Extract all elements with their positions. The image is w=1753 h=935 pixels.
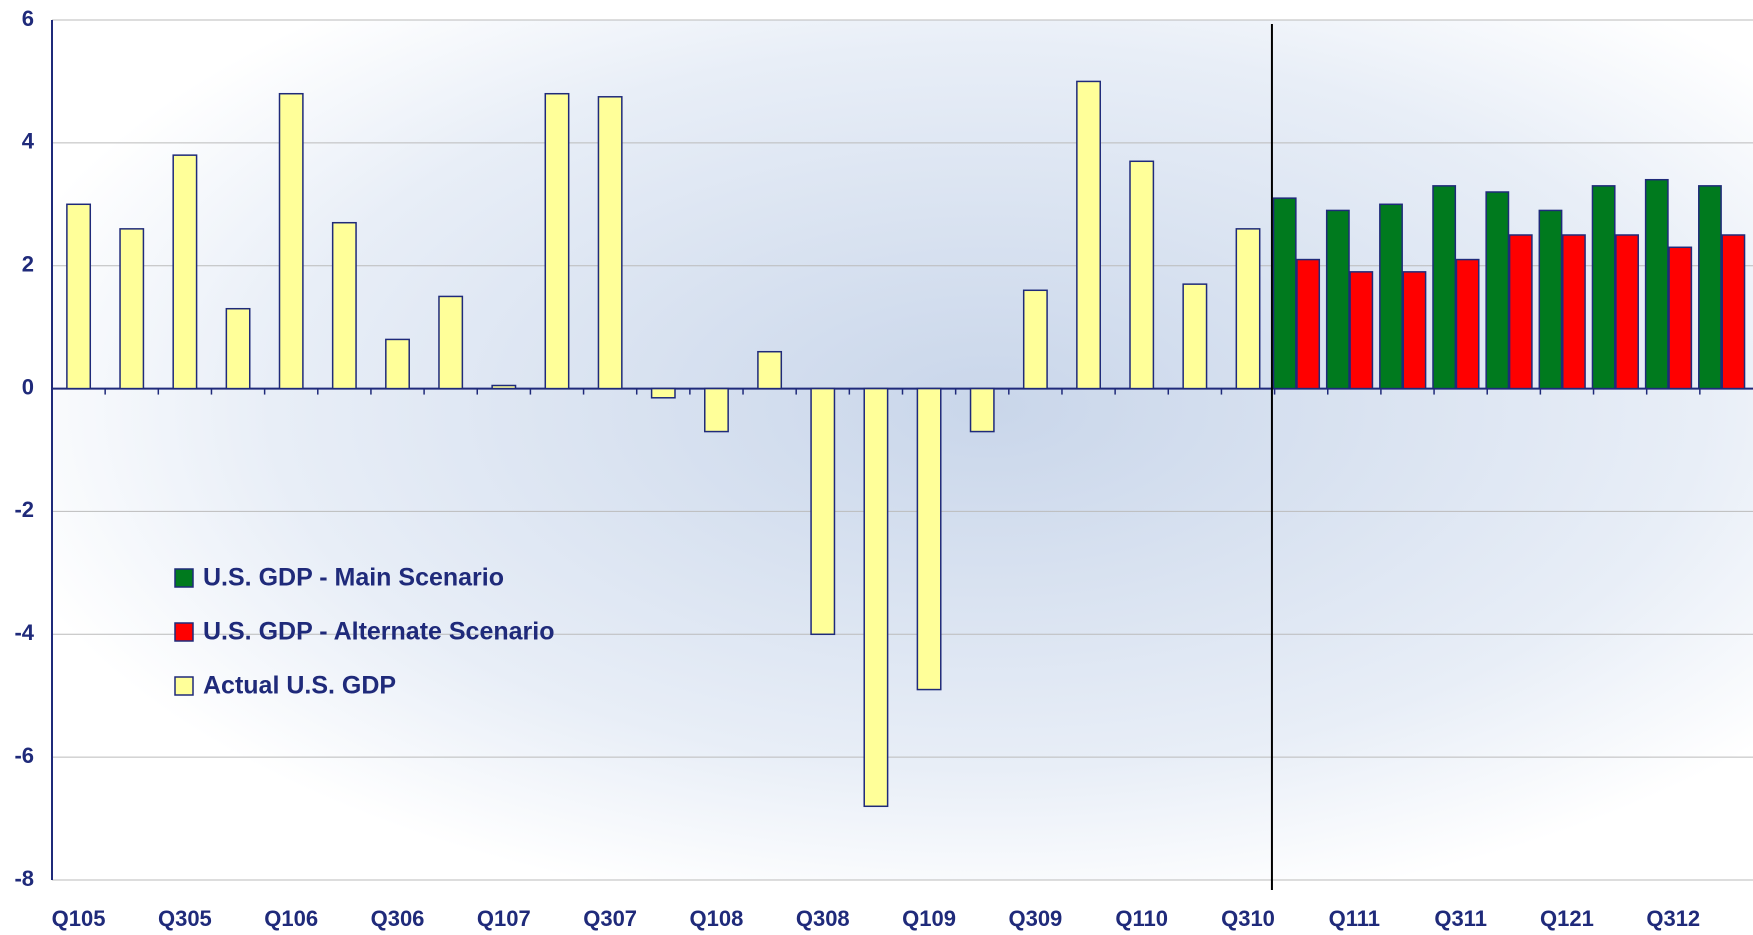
y-tick-label: 2: [22, 252, 34, 277]
x-tick-label: Q109: [902, 906, 956, 931]
x-tick-label: Q107: [477, 906, 531, 931]
x-tick-label: Q106: [264, 906, 318, 931]
legend-swatch: [174, 676, 194, 696]
bar: [1455, 258, 1480, 390]
bar: [1721, 234, 1746, 390]
bar: [1538, 209, 1563, 390]
bar: [1379, 203, 1403, 390]
bar: [757, 350, 783, 390]
bar: [863, 387, 889, 808]
bar: [704, 387, 729, 433]
y-tick-label: 0: [22, 374, 34, 399]
x-tick-label: Q309: [1008, 906, 1062, 931]
bar: [650, 387, 676, 399]
y-tick-label: -6: [14, 743, 34, 768]
bar: [1485, 191, 1510, 390]
x-tick-label: Q121: [1540, 906, 1594, 931]
bar: [1402, 271, 1427, 390]
bar: [1296, 258, 1321, 390]
bar: [1432, 185, 1457, 390]
bar: [66, 203, 92, 390]
x-tick-label: Q108: [690, 906, 744, 931]
x-tick-label: Q311: [1434, 906, 1487, 931]
bar: [491, 384, 517, 390]
legend-label: U.S. GDP - Alternate Scenario: [203, 618, 555, 646]
bar: [278, 92, 304, 390]
y-tick-label: 6: [22, 6, 34, 31]
bar: [969, 387, 995, 433]
legend-swatch: [174, 568, 194, 588]
legend-label: Actual U.S. GDP: [203, 672, 396, 700]
bar: [1698, 185, 1722, 390]
bar: [1668, 246, 1693, 390]
x-tick-label: Q312: [1646, 906, 1700, 931]
y-tick-label: -2: [14, 497, 34, 522]
bar: [544, 92, 570, 390]
x-tick-label: Q110: [1115, 906, 1168, 931]
bar: [1022, 289, 1048, 390]
bar: [1325, 209, 1350, 390]
bar: [1349, 271, 1374, 390]
bar: [1562, 234, 1586, 390]
bar: [916, 387, 942, 691]
bar: [172, 154, 198, 390]
bar: [385, 338, 410, 390]
bar: [1615, 234, 1639, 390]
legend-label: U.S. GDP - Main Scenario: [203, 564, 504, 592]
bar: [597, 96, 623, 390]
legend-swatch: [174, 622, 194, 642]
bar: [1182, 283, 1208, 390]
bar: [438, 295, 464, 390]
bar: [225, 307, 251, 390]
y-tick-label: -8: [14, 866, 34, 891]
bar: [1076, 80, 1101, 390]
y-tick-label: -4: [14, 620, 34, 645]
x-tick-label: Q310: [1221, 906, 1275, 931]
x-tick-label: Q111: [1329, 906, 1380, 931]
bar: [1235, 228, 1261, 390]
plot-background: [52, 20, 1753, 880]
bar: [1508, 234, 1533, 390]
bar: [1129, 160, 1155, 390]
x-tick-label: Q105: [52, 906, 106, 931]
bar: [1644, 178, 1669, 390]
bar: [1591, 185, 1616, 390]
bar: [1272, 197, 1297, 390]
bar: [119, 228, 145, 390]
y-tick-label: 4: [22, 129, 35, 154]
x-tick-label: Q306: [371, 906, 425, 931]
bar: [810, 387, 836, 636]
x-tick-label: Q305: [158, 906, 212, 931]
x-tick-label: Q308: [796, 906, 850, 931]
bar: [331, 221, 357, 390]
x-tick-label: Q307: [583, 906, 637, 931]
